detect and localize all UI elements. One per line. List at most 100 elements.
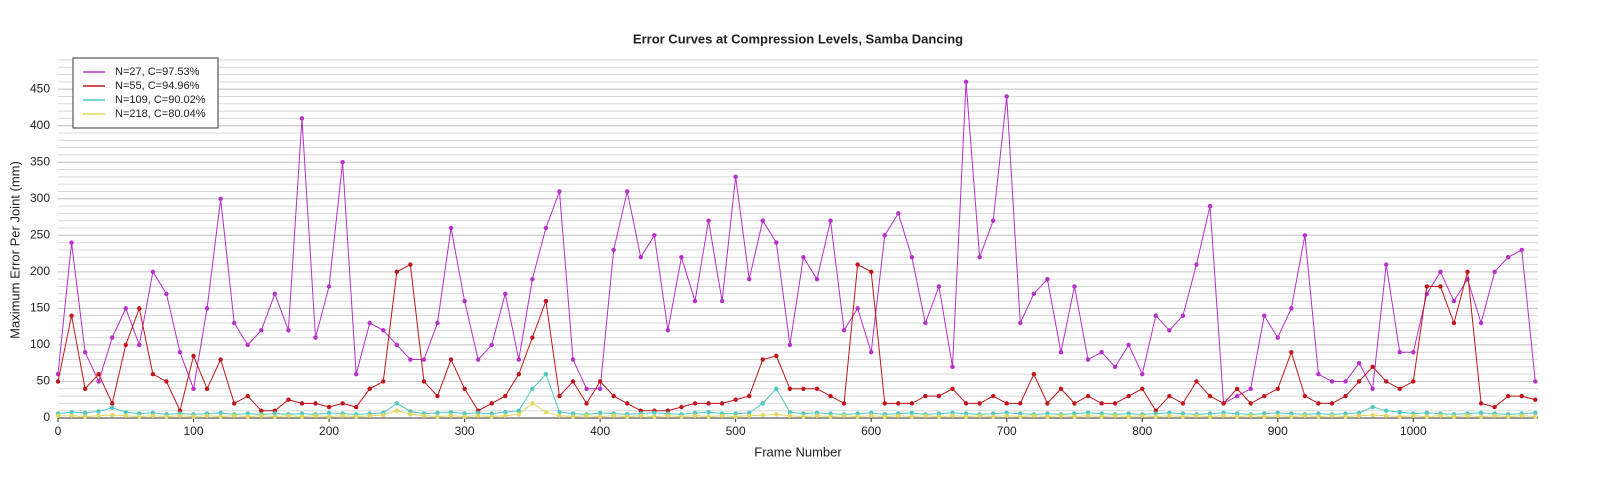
y-axis-label: Maximum Error Per Joint (mm) [7, 161, 22, 339]
point [990, 218, 996, 223]
point [787, 409, 793, 415]
point [1316, 401, 1321, 406]
point [855, 306, 860, 311]
point [462, 298, 467, 304]
point [137, 414, 142, 419]
point [1126, 342, 1131, 348]
point [394, 342, 400, 348]
y-tick-label: 400 [30, 118, 50, 132]
point [313, 413, 318, 419]
point [1438, 284, 1443, 289]
point [733, 174, 738, 180]
point [882, 414, 887, 419]
point [394, 408, 400, 413]
point [814, 413, 820, 419]
point [950, 386, 955, 391]
point [1492, 269, 1497, 275]
point [963, 401, 969, 406]
point [299, 401, 305, 406]
point [1289, 414, 1294, 419]
point [381, 412, 386, 418]
point [191, 353, 196, 359]
point [1031, 291, 1037, 296]
point [1465, 269, 1470, 275]
point [692, 298, 698, 304]
point [408, 262, 413, 267]
point [110, 401, 115, 406]
point [313, 335, 318, 340]
point [96, 409, 101, 414]
point [1343, 393, 1348, 399]
series-line [57, 263, 1536, 413]
point [923, 393, 928, 399]
point [218, 414, 223, 419]
point [218, 196, 223, 201]
point [1085, 413, 1091, 419]
point [96, 413, 101, 419]
point [977, 255, 982, 260]
point [150, 413, 156, 419]
point [570, 357, 576, 362]
point [367, 386, 372, 391]
point [868, 350, 874, 355]
point [340, 401, 345, 406]
point [747, 276, 752, 282]
point [1262, 393, 1267, 399]
point [774, 240, 779, 245]
point [69, 240, 74, 245]
point [259, 328, 264, 333]
series [55, 401, 1538, 419]
point [543, 225, 549, 231]
x-tick-label: 200 [319, 424, 339, 438]
point [611, 413, 616, 419]
point [313, 401, 318, 406]
point [503, 409, 508, 415]
point [692, 413, 698, 419]
point [1356, 360, 1362, 366]
point [584, 413, 589, 419]
legend: N=27, C=97.53% N=55, C=94.96% N=109, C=90.… [72, 57, 219, 129]
point [1533, 414, 1538, 419]
point [625, 189, 630, 194]
point [1194, 379, 1199, 384]
point [611, 393, 616, 399]
point [1519, 393, 1524, 399]
point [719, 298, 725, 304]
point [110, 412, 115, 418]
point [557, 409, 562, 415]
point [69, 413, 74, 419]
point [299, 116, 305, 121]
point [204, 413, 210, 419]
point [1384, 379, 1389, 384]
point [1397, 350, 1402, 355]
point [421, 379, 427, 384]
point [584, 386, 589, 391]
point [896, 401, 901, 406]
point [191, 414, 196, 419]
point [177, 413, 183, 419]
point [1072, 401, 1077, 406]
point [1451, 414, 1457, 419]
x-tick-label: 400 [590, 424, 610, 438]
point [1099, 414, 1104, 419]
point [706, 409, 711, 415]
point [503, 413, 508, 419]
point [1370, 404, 1375, 410]
point [1140, 371, 1145, 377]
point [570, 414, 576, 419]
point [841, 328, 847, 333]
point [1072, 284, 1077, 289]
point [1234, 393, 1240, 399]
point [801, 255, 806, 260]
point [110, 405, 115, 410]
point [1018, 414, 1023, 419]
point [787, 413, 793, 419]
point [530, 401, 535, 406]
point [1533, 397, 1538, 402]
point [557, 393, 562, 399]
series-line [58, 402, 1536, 418]
point [1126, 414, 1131, 419]
point [1112, 413, 1118, 419]
series-line [57, 81, 1536, 405]
